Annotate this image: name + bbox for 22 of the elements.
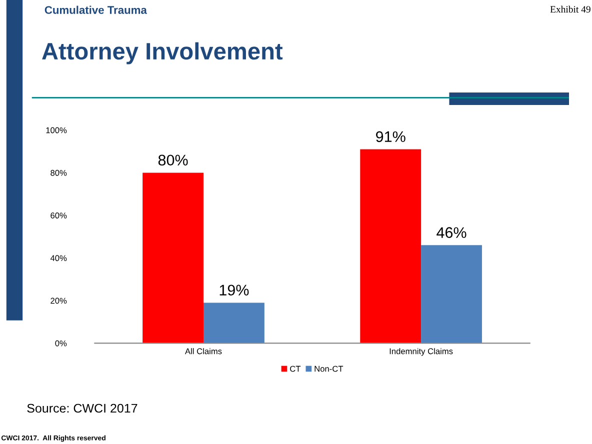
text: 19% [220, 284, 249, 296]
y-tick-label: 40% [50, 255, 67, 262]
y-tick-label: 100% [46, 127, 67, 134]
source-note: Source: CWCI 2017 [27, 404, 138, 413]
bar [204, 302, 264, 344]
y-tick-label: 80% [50, 170, 67, 176]
y-tick-label: 0% [55, 340, 67, 346]
legend-label: CT [290, 366, 301, 372]
bar [142, 172, 204, 344]
legend-label: Non-CT [314, 366, 344, 372]
y-tick-label: 60% [50, 212, 67, 218]
chart-title: Attorney Involvement [42, 42, 283, 64]
text: 46% [436, 227, 466, 238]
text: 91% [376, 131, 406, 142]
x-tick-label: Indemnity Claims [390, 348, 453, 356]
text: Cumulative Trauma [44, 6, 147, 14]
y-tick-label: 20% [50, 298, 67, 304]
text: 80% [158, 154, 188, 166]
bar [360, 149, 422, 344]
text: Exhibit 49 [550, 6, 590, 13]
bar [421, 245, 482, 344]
x-tick-label: All Claims [184, 348, 222, 354]
